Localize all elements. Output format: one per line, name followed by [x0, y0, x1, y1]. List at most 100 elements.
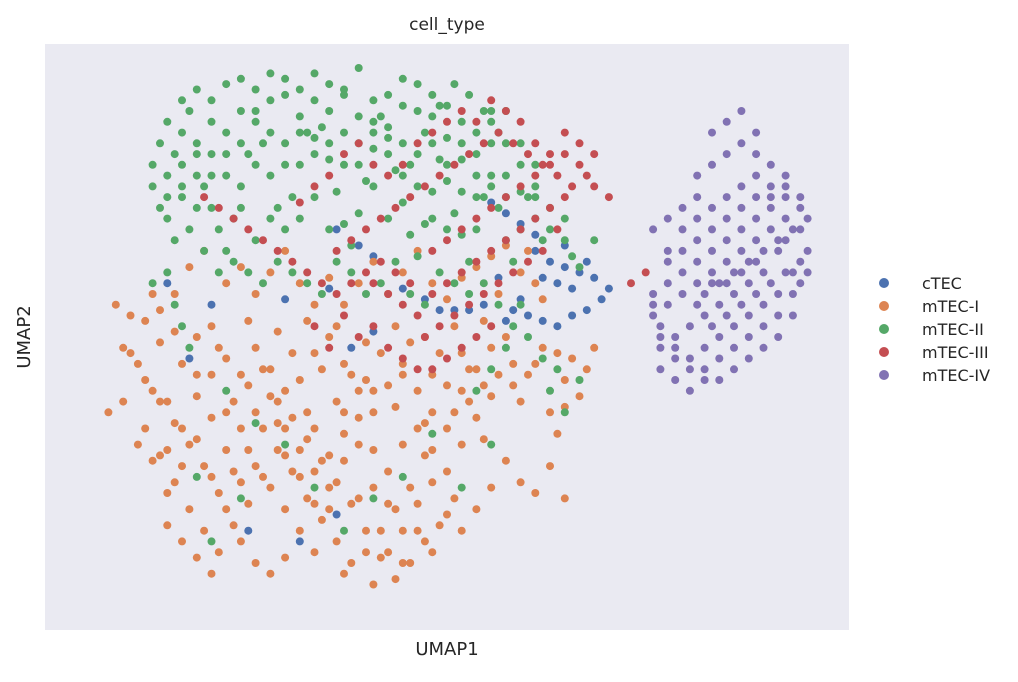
- point-mTEC-I-140: [538, 295, 547, 304]
- point-mTEC-I-145: [119, 397, 128, 406]
- point-mTEC-IV-72: [656, 343, 665, 352]
- point-mTEC-III-57: [362, 268, 370, 277]
- point-mTEC-IV-26: [722, 257, 731, 266]
- point-mTEC-III-54: [406, 279, 415, 288]
- point-mTEC-I-20: [340, 359, 348, 368]
- point-mTEC-I-185: [376, 349, 385, 358]
- point-mTEC-I-126: [156, 338, 164, 347]
- point-mTEC-IV-113: [796, 279, 805, 288]
- point-mTEC-II-69: [465, 257, 474, 266]
- point-mTEC-II-99: [413, 150, 422, 159]
- point-mTEC-I-2: [141, 316, 150, 325]
- point-mTEC-II-103: [472, 171, 481, 180]
- point-mTEC-III-23: [420, 182, 429, 191]
- point-mTEC-III-55: [391, 268, 400, 277]
- point-mTEC-IV-20: [656, 322, 665, 331]
- point-mTEC-II-120: [347, 268, 356, 277]
- point-mTEC-III-16: [524, 150, 532, 159]
- point-mTEC-IV-79: [752, 171, 761, 180]
- point-mTEC-III-6: [457, 268, 466, 277]
- point-mTEC-III-98: [340, 311, 348, 320]
- point-mTEC-III-78: [428, 128, 437, 137]
- point-mTEC-I-152: [222, 505, 231, 514]
- point-mTEC-I-111: [369, 257, 378, 266]
- point-mTEC-IV-59: [781, 182, 790, 191]
- point-mTEC-I-200: [516, 478, 525, 487]
- point-mTEC-IV-0: [649, 290, 658, 298]
- point-mTEC-I-3: [156, 306, 164, 315]
- point-mTEC-III-76: [398, 160, 407, 169]
- chart-title: cell_type: [409, 15, 485, 35]
- point-mTEC-I-207: [207, 569, 216, 578]
- series-mTEC-IV: [649, 107, 812, 395]
- point-mTEC-II-29: [170, 150, 179, 159]
- point-mTEC-I-97: [170, 419, 179, 428]
- point-mTEC-I-64: [295, 446, 304, 454]
- point-mTEC-IV-102: [752, 128, 761, 137]
- point-mTEC-I-211: [281, 505, 290, 514]
- point-mTEC-III-67: [214, 203, 223, 212]
- point-mTEC-I-217: [266, 483, 275, 492]
- point-mTEC-III-39: [560, 150, 569, 159]
- point-mTEC-IV-12: [774, 246, 783, 255]
- point-mTEC-II-109: [185, 225, 194, 234]
- point-mTEC-I-42: [317, 515, 326, 524]
- point-cTEC-1: [538, 316, 547, 325]
- x-axis-label: UMAP1: [415, 639, 478, 660]
- point-mTEC-II-212: [546, 386, 554, 395]
- legend-label-cTEC: cTEC: [922, 274, 962, 293]
- point-mTEC-III-0: [369, 279, 378, 288]
- point-mTEC-IV-81: [781, 236, 790, 245]
- point-mTEC-IV-69: [700, 365, 709, 374]
- point-mTEC-I-149: [178, 424, 186, 433]
- point-cTEC-22: [501, 209, 510, 218]
- point-mTEC-II-186: [487, 182, 496, 191]
- point-mTEC-III-103: [457, 343, 466, 352]
- point-cTEC-43: [207, 300, 216, 309]
- point-mTEC-III-33: [472, 214, 481, 223]
- point-cTEC-33: [332, 225, 341, 234]
- point-mTEC-III-44: [553, 225, 562, 234]
- point-mTEC-II-177: [354, 160, 363, 169]
- point-mTEC-II-96: [369, 182, 378, 191]
- point-mTEC-III-61: [303, 268, 312, 277]
- point-mTEC-II-94: [340, 160, 348, 169]
- point-mTEC-II-6: [251, 85, 260, 94]
- point-mTEC-II-81: [156, 139, 164, 148]
- point-mTEC-II-200: [281, 440, 290, 449]
- point-mTEC-III-14: [553, 171, 562, 180]
- point-cTEC-3: [568, 311, 577, 320]
- point-mTEC-II-47: [303, 128, 312, 137]
- point-mTEC-I-17: [295, 376, 304, 384]
- point-mTEC-I-143: [531, 359, 540, 368]
- point-mTEC-I-93: [229, 467, 238, 476]
- point-mTEC-I-31: [501, 333, 510, 341]
- point-mTEC-I-104: [266, 268, 275, 277]
- point-mTEC-IV-87: [730, 365, 738, 374]
- point-mTEC-I-5: [119, 343, 128, 352]
- point-mTEC-I-186: [406, 338, 415, 347]
- point-mTEC-IV-58: [766, 160, 775, 169]
- point-mTEC-II-2: [192, 171, 201, 180]
- point-mTEC-II-172: [281, 139, 290, 148]
- point-mTEC-III-92: [641, 268, 650, 277]
- point-mTEC-II-24: [516, 160, 525, 169]
- point-mTEC-III-102: [443, 354, 451, 363]
- point-mTEC-I-55: [163, 489, 172, 497]
- point-cTEC-28: [435, 306, 444, 315]
- point-mTEC-III-43: [568, 182, 577, 191]
- point-mTEC-I-193: [332, 397, 341, 406]
- point-mTEC-I-81: [406, 559, 415, 567]
- point-mTEC-III-79: [443, 117, 451, 126]
- point-mTEC-I-44: [288, 467, 297, 476]
- point-mTEC-IV-18: [685, 322, 694, 331]
- point-mTEC-II-199: [251, 419, 260, 428]
- point-cTEC-25: [479, 300, 488, 309]
- point-cTEC-9: [560, 263, 569, 272]
- point-mTEC-IV-97: [759, 246, 768, 255]
- point-mTEC-I-146: [133, 440, 142, 449]
- point-mTEC-IV-45: [678, 246, 687, 255]
- point-mTEC-IV-70: [685, 365, 694, 374]
- point-mTEC-II-160: [487, 117, 496, 126]
- point-mTEC-I-232: [236, 478, 245, 487]
